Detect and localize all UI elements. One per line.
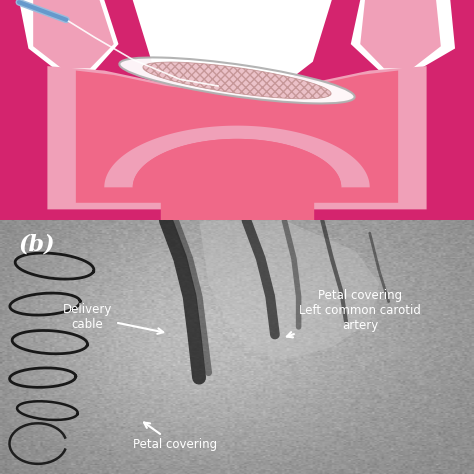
Polygon shape [199,220,379,360]
Ellipse shape [143,62,331,99]
Text: Delivery
cable: Delivery cable [63,303,163,334]
Text: (b): (b) [19,233,55,255]
Polygon shape [360,0,441,68]
Polygon shape [351,0,455,71]
Text: Petal covering: Petal covering [133,422,218,451]
Polygon shape [133,139,341,187]
Polygon shape [19,0,118,71]
Polygon shape [0,0,474,220]
Polygon shape [76,71,398,203]
Polygon shape [33,0,114,68]
Polygon shape [104,126,370,187]
Polygon shape [47,66,427,210]
Text: Petal covering
Left common carotid
artery: Petal covering Left common carotid arter… [287,289,421,337]
Ellipse shape [119,57,355,103]
